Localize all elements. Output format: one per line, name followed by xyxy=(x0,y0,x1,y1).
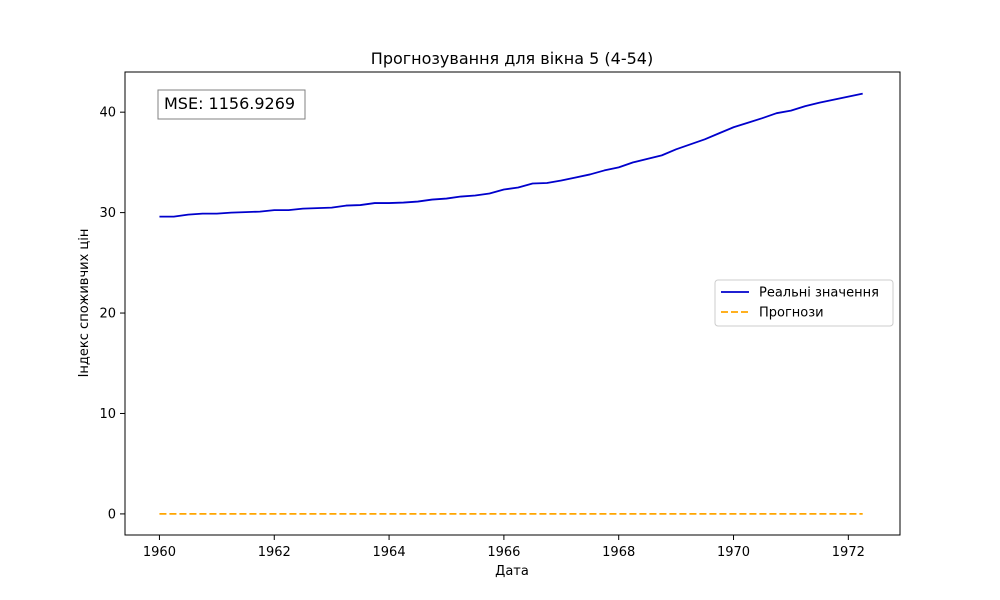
legend-label-1: Прогнози xyxy=(759,306,824,321)
legend: Реальні значення Прогнози xyxy=(714,279,894,327)
y-tick-label-1: 10 xyxy=(99,407,116,422)
y-tick-label-3: 30 xyxy=(99,206,116,221)
y-tick-label-2: 20 xyxy=(99,307,116,322)
plot-area: 1960 1962 1964 1966 1968 1970 1972 0 10 20 30 40 xyxy=(99,71,901,560)
x-tick-label-5: 1970 xyxy=(717,545,750,560)
series-line-0 xyxy=(159,92,863,218)
x-tick-label-0: 1960 xyxy=(143,545,176,560)
x-tick-label-4: 1968 xyxy=(602,545,635,560)
x-tick-label-2: 1964 xyxy=(373,545,406,560)
mse-annotation: MSE: 1156.9269 xyxy=(157,89,306,120)
x-tick-label-1: 1962 xyxy=(258,545,291,560)
x-axis-label: Дата xyxy=(495,564,529,579)
plot-frame xyxy=(124,71,901,536)
mse-annotation-box xyxy=(157,89,306,120)
legend-box xyxy=(714,279,894,327)
x-tick-label-6: 1972 xyxy=(832,545,865,560)
y-axis-label: Індекс споживчих цін xyxy=(77,229,92,378)
y-tick-label-4: 40 xyxy=(99,106,116,121)
y-tick-label-0: 0 xyxy=(108,507,116,522)
chart-title: Прогнозування для вікна 5 (4-54) xyxy=(371,49,653,68)
mse-annotation-text: MSE: 1156.9269 xyxy=(164,94,295,113)
legend-label-0: Реальні значення xyxy=(759,286,879,301)
x-tick-label-3: 1966 xyxy=(487,545,520,560)
